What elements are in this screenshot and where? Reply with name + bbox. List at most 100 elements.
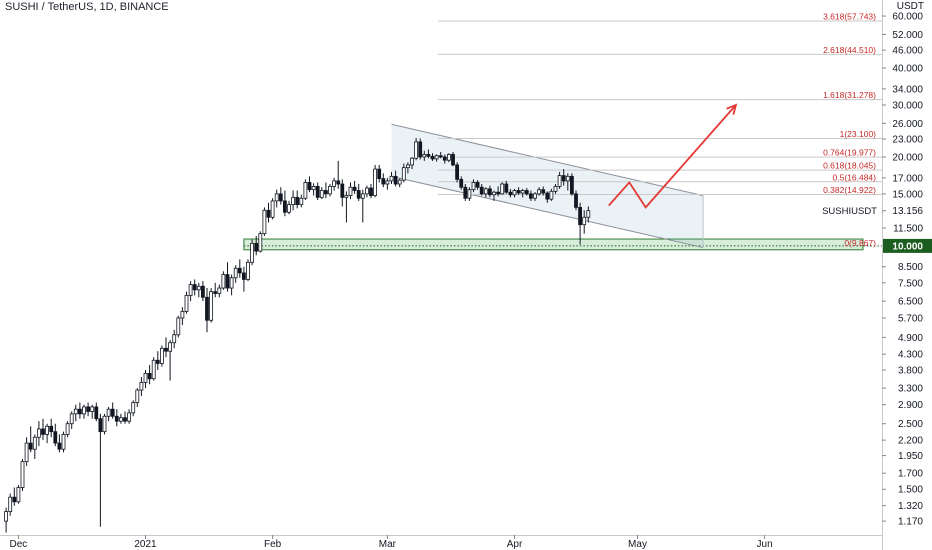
- candle: [426, 149, 431, 159]
- candle-body-down: [28, 442, 33, 450]
- candle: [401, 163, 406, 183]
- candle: [319, 187, 324, 200]
- y-tick-label: 4.900: [898, 333, 923, 344]
- y-tick-label: 2.500: [898, 419, 923, 430]
- candle-body-down: [545, 192, 550, 200]
- candle: [364, 185, 369, 198]
- candle: [541, 186, 546, 196]
- candle: [98, 413, 103, 527]
- candle-body-down: [561, 175, 566, 182]
- candle-body-down: [41, 428, 45, 435]
- candle: [159, 345, 164, 367]
- last-price-bg: [883, 203, 932, 218]
- candle: [348, 182, 353, 200]
- x-tick-label: Dec: [10, 539, 28, 550]
- candle-body-down: [459, 178, 464, 188]
- candle: [410, 156, 414, 170]
- candle: [483, 187, 488, 198]
- candle: [12, 487, 17, 506]
- candle: [574, 190, 578, 211]
- candle-body-down: [336, 180, 341, 185]
- candle-body-up: [102, 415, 107, 433]
- projection-path: [608, 103, 738, 209]
- candle-body-up: [172, 334, 177, 344]
- candle-body-up: [434, 155, 439, 160]
- candle-body-down: [418, 141, 423, 158]
- candle: [455, 162, 460, 183]
- candle: [545, 191, 550, 203]
- candle-body-down: [123, 417, 127, 422]
- candle-body-down: [282, 200, 287, 213]
- y-tick-label: 1.700: [898, 469, 923, 480]
- candle-body-up: [258, 233, 263, 252]
- candle: [37, 421, 41, 447]
- candle-body-up: [119, 417, 123, 422]
- candle: [94, 402, 99, 422]
- candle: [385, 177, 390, 190]
- candle-body-down: [496, 191, 501, 195]
- candle: [529, 190, 533, 201]
- candle-body-down: [200, 285, 205, 298]
- candle-body-up: [586, 210, 591, 218]
- candle: [258, 231, 263, 253]
- candle: [311, 183, 316, 196]
- price-axis: 1.170 1.320 1.500 1.700 1.950 2.200 2.500 2.900…: [822, 0, 932, 550]
- candle-body-up: [332, 180, 337, 187]
- candle: [430, 153, 435, 161]
- candle: [553, 184, 558, 194]
- candle-body-down: [442, 156, 447, 161]
- candle: [516, 187, 521, 195]
- candle: [360, 189, 365, 223]
- candle: [397, 178, 402, 188]
- fib-level-label: 0.764(19.977): [823, 148, 876, 158]
- candle: [114, 409, 119, 427]
- candle: [176, 315, 181, 338]
- candle: [8, 493, 13, 516]
- candle: [492, 190, 496, 201]
- candle-body-up: [414, 141, 419, 159]
- candle: [475, 180, 480, 190]
- candle: [221, 271, 226, 290]
- candle-body-down: [53, 431, 58, 444]
- candle-body-down: [377, 168, 382, 179]
- candle: [270, 198, 275, 220]
- candle-body-up: [389, 175, 394, 182]
- candle-body-up: [397, 179, 402, 185]
- candle: [73, 404, 78, 422]
- candle-body-up: [139, 382, 144, 391]
- candle-body-up: [8, 496, 13, 513]
- x-tick-label: Mar: [379, 539, 397, 550]
- candle: [78, 402, 82, 419]
- fib-level-label: 1.618(31.278): [823, 90, 876, 100]
- candle: [586, 206, 591, 223]
- y-tick-label: 11.500: [893, 223, 923, 234]
- candle: [393, 170, 398, 187]
- candle: [557, 171, 562, 189]
- candle: [151, 357, 156, 381]
- candle-body-down: [57, 442, 62, 450]
- candle-body-up: [270, 200, 275, 218]
- candle-body-down: [475, 182, 480, 188]
- time-axis: Dec 2021 Feb Mar Apr May Jun: [0, 535, 882, 550]
- candle: [459, 176, 464, 190]
- candle-body-down: [49, 425, 54, 433]
- candle-body-up: [401, 167, 406, 181]
- candle-body-up: [233, 267, 238, 279]
- x-tick-label: Feb: [264, 539, 282, 550]
- chart-title: SUSHI / TetherUS, 1D, BINANCE: [5, 1, 169, 13]
- fib-level-label: 0.382(14.922): [823, 185, 876, 195]
- candle-body-up: [520, 190, 525, 194]
- candle-body-down: [393, 175, 398, 185]
- candle-body-down: [574, 193, 578, 208]
- candle: [24, 437, 29, 466]
- y-tick-label: 34.000: [892, 84, 923, 95]
- candle: [274, 189, 279, 208]
- candle-body-up: [4, 511, 8, 522]
- candle: [373, 164, 378, 198]
- candle-body-up: [364, 187, 369, 195]
- candle: [184, 291, 189, 314]
- candle-body-down: [578, 206, 582, 226]
- y-tick-label: 8.500: [898, 262, 923, 273]
- candle: [451, 151, 455, 167]
